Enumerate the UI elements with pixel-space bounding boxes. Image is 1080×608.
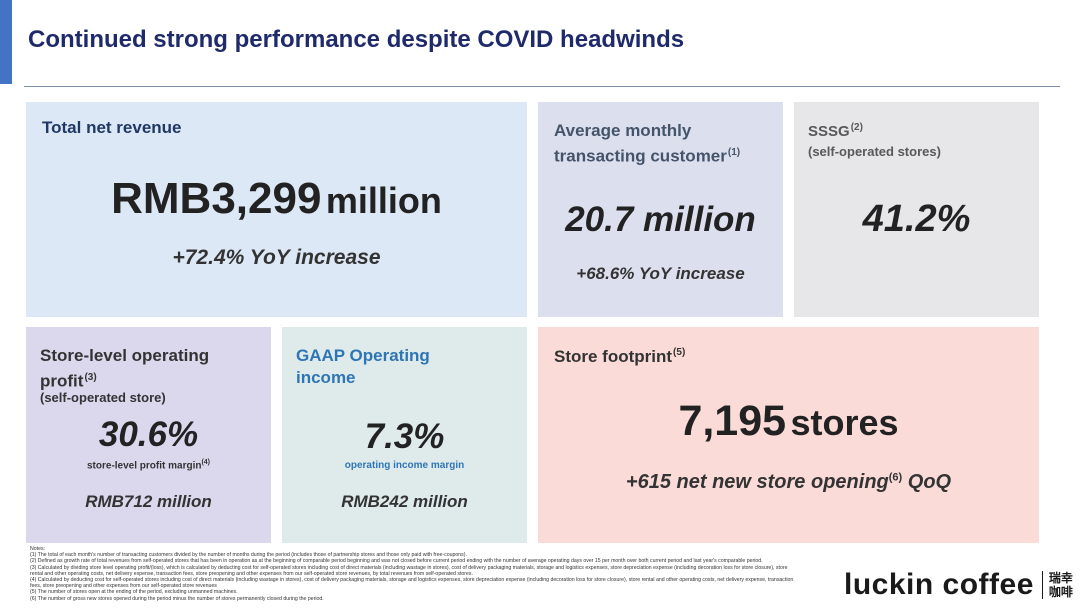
footnote: rental and other operating costs, net de…	[30, 570, 473, 577]
store-profit-sublabel: (self-operated store)	[40, 390, 166, 405]
footprint-card: Store footprint(5) 7,195 stores +615 net…	[538, 327, 1039, 543]
footprint-value: 7,195 stores	[538, 397, 1039, 446]
footnotes-heading: Notes:	[30, 546, 45, 552]
gaap-amount: RMB242 million	[341, 492, 468, 511]
footnote: (2) Defined as growth rate of total reve…	[30, 558, 763, 565]
logo-wordmark: luckin coffee	[844, 568, 1034, 601]
page-title: Continued strong performance despite COV…	[28, 26, 685, 53]
store-profit-value: 30.6%	[98, 415, 199, 454]
title-accent-bar	[0, 0, 12, 84]
gaap-label: GAAP Operating income	[296, 345, 430, 389]
gaap-card: GAAP Operating income 7.3% operating inc…	[282, 327, 527, 543]
store-profit-label: Store-level operating profit(3)	[40, 345, 209, 393]
footnote: (4) Calculated by deducting cost for sel…	[30, 577, 794, 584]
revenue-amount: RMB3,299	[111, 174, 322, 223]
store-profit-label-line2: profit	[40, 371, 84, 391]
footnote: (3) Calculated by dividing store level o…	[30, 564, 788, 571]
logo-chinese-name: 瑞幸 咖啡	[1049, 571, 1073, 599]
sssg-label: SSSG(2)	[808, 122, 863, 140]
gaap-label-line1: GAAP Operating	[296, 346, 430, 365]
footnote: (6) The number of gross new stores opene…	[30, 595, 324, 602]
footprint-change-suffix: QoQ	[902, 471, 952, 493]
customers-label-line2: transacting customer	[554, 146, 727, 166]
customers-change: +68.6% YoY increase	[576, 264, 745, 283]
customers-value: 20.7 million	[565, 200, 756, 239]
footprint-note-ref: (5)	[673, 347, 686, 359]
customers-card: Average monthly transacting customer(1) …	[538, 102, 783, 317]
footprint-count: 7,195	[678, 397, 787, 445]
footprint-change: +615 net new store opening(6) QoQ	[538, 471, 1039, 494]
footprint-unit: stores	[790, 402, 899, 443]
store-profit-caption-ref: (4)	[201, 459, 211, 466]
revenue-label: Total net revenue	[42, 118, 182, 137]
sssg-card: SSSG(2) (self-operated stores) 41.2%	[794, 102, 1039, 317]
footnote: fees, store preopening and other expense…	[30, 583, 217, 590]
customers-label-line1: Average monthly	[554, 121, 692, 140]
revenue-unit: million	[325, 180, 442, 221]
logo-chinese-line2: 咖啡	[1048, 585, 1073, 599]
sssg-note-ref: (2)	[850, 122, 863, 133]
sssg-label-text: SSSG	[808, 123, 850, 140]
footprint-change-text: +615 net new store opening	[625, 471, 889, 493]
store-profit-caption-text: store-level profit margin	[86, 460, 202, 472]
footprint-label-text: Store footprint	[554, 347, 673, 366]
sssg-value: 41.2%	[862, 198, 971, 240]
footprint-label: Store footprint(5)	[554, 347, 685, 367]
gaap-caption: operating income margin	[344, 460, 465, 471]
store-profit-card: Store-level operating profit(3) (self-op…	[26, 327, 271, 543]
sssg-sublabel: (self-operated stores)	[808, 144, 941, 159]
gaap-value: 7.3%	[364, 417, 445, 456]
revenue-value: RMB3,299 million	[26, 174, 527, 224]
store-profit-amount: RMB712 million	[85, 492, 212, 511]
gaap-label-line2: income	[296, 368, 356, 387]
revenue-change: +72.4% YoY increase	[172, 246, 381, 269]
title-divider	[24, 86, 1060, 87]
footprint-change-ref: (6)	[888, 471, 903, 484]
logo-chinese-line1: 瑞幸	[1048, 571, 1073, 585]
luckin-coffee-logo: luckin coffee 瑞幸 咖啡	[844, 566, 1073, 604]
store-profit-note-ref: (3)	[84, 372, 97, 383]
logo-separator	[1041, 571, 1043, 599]
footnotes: Notes: (1) The total of each month's num…	[30, 546, 840, 602]
store-profit-caption: store-level profit margin(4)	[26, 459, 271, 471]
footnote: (1) The total of each month's number of …	[30, 552, 467, 559]
customers-label: Average monthly transacting customer(1)	[554, 120, 740, 168]
store-profit-label-line1: Store-level operating	[40, 346, 210, 365]
customers-note-ref: (1)	[727, 147, 741, 158]
revenue-card: Total net revenue RMB3,299 million +72.4…	[26, 102, 527, 317]
footnote: (5) The number of stores open at the end…	[30, 589, 238, 596]
